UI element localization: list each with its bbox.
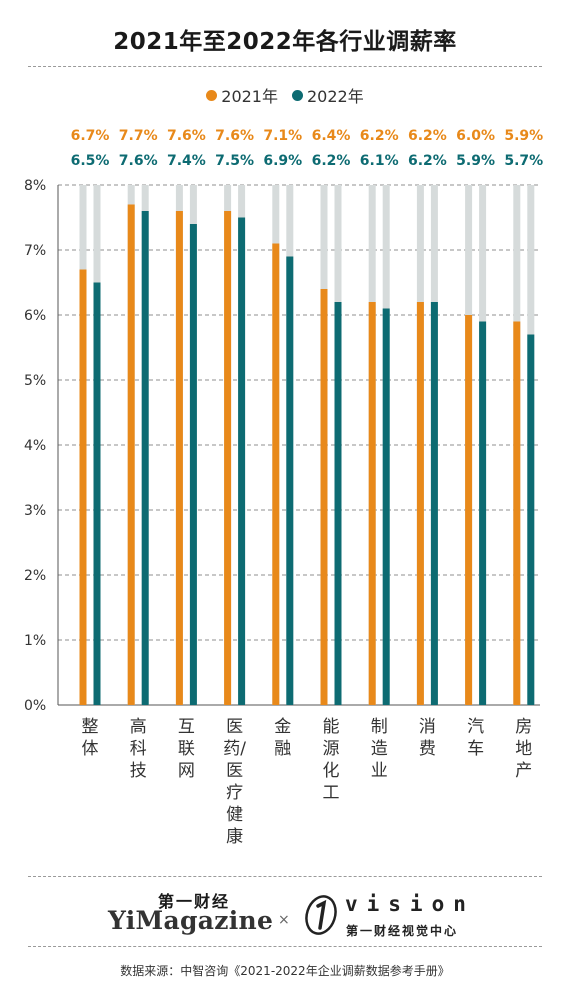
bar-2021 — [513, 321, 521, 705]
legend-item-2022: 2022年 — [292, 83, 364, 107]
data-label-2022: 7.4% — [167, 153, 206, 169]
legend-dot-2022 — [292, 89, 303, 101]
bar-2022 — [141, 211, 149, 705]
y-tick-label: 8% — [24, 178, 46, 194]
data-label-2022: 5.7% — [504, 153, 543, 169]
chart-title: 2021年至2022年各行业调薪率 — [113, 29, 457, 55]
bar-2021 — [465, 315, 473, 705]
bar-2022 — [93, 282, 101, 705]
bar-2022 — [286, 256, 294, 705]
y-tick-label: 2% — [24, 568, 46, 584]
y-tick-label: 4% — [24, 438, 46, 454]
bar-2022 — [430, 302, 438, 705]
divider-brand-top — [28, 876, 542, 877]
category-label: 高科技 — [129, 717, 147, 781]
y-tick-label: 6% — [24, 308, 46, 324]
category-label: 金融 — [274, 717, 292, 759]
bar-2021 — [79, 269, 87, 705]
legend: 2021年 2022年 — [0, 83, 570, 107]
vision-logo-subtitle: 第一财经视觉中心 — [346, 924, 459, 938]
data-label-2022: 7.6% — [119, 153, 158, 169]
bar-chart: 0% 1% 2% 3% 4% 5% 6% 7% 8% 6.7% 6.5% 7.7% 7.6% 7.6% 7.… — [24, 128, 543, 714]
data-label-2022: 6.5% — [71, 153, 110, 169]
category-label: 互联网 — [177, 717, 195, 781]
data-label-2021: 7.6% — [215, 128, 254, 144]
bar-2021 — [320, 289, 328, 705]
data-label-2022: 7.5% — [215, 153, 254, 169]
legend-dot-2021 — [206, 89, 218, 101]
y-tick-label: 5% — [24, 373, 46, 389]
y-tick-label: 3% — [24, 503, 46, 519]
yimagazine-logo: YiMagazine — [108, 906, 274, 935]
category-label: 医药/医疗健康 — [223, 717, 246, 847]
bar-2022 — [334, 302, 342, 705]
category-label: 消费 — [418, 717, 436, 759]
category-label: 制造业 — [370, 717, 388, 781]
y-tick-label: 7% — [24, 243, 46, 259]
bar-2022 — [527, 334, 535, 705]
bar-2021 — [127, 204, 135, 705]
data-label-2021: 6.4% — [312, 128, 351, 144]
vision-logo-text: vision — [345, 892, 475, 916]
brand-block: 第一财经 YiMagazine × vision 第一财经视觉中心 — [0, 860, 570, 940]
category-label: 房地产 — [515, 717, 533, 781]
data-label-2022: 6.9% — [263, 153, 302, 169]
bar-2022 — [479, 321, 487, 705]
bar-2021 — [368, 302, 376, 705]
legend-label-2021: 2021年 — [221, 87, 278, 106]
data-label-2022: 6.1% — [360, 153, 399, 169]
data-label-2022: 6.2% — [408, 153, 447, 169]
data-label-2022: 6.2% — [312, 153, 351, 169]
bar-2021 — [416, 302, 424, 705]
vision-logo-icon — [305, 895, 337, 935]
data-label-2021: 6.2% — [360, 128, 399, 144]
data-label-2021: 6.0% — [456, 128, 495, 144]
data-label-2021: 5.9% — [504, 128, 543, 144]
data-label-2022: 5.9% — [456, 153, 495, 169]
divider-top — [28, 66, 542, 67]
bar-2021 — [224, 211, 232, 705]
legend-label-2022: 2022年 — [307, 87, 364, 106]
data-label-2021: 7.1% — [263, 128, 302, 144]
legend-item-2021: 2021年 — [206, 83, 278, 107]
bar-2022 — [189, 224, 197, 705]
category-label: 能源化工 — [322, 717, 340, 803]
yicai-logo-text: 第一财经 — [158, 892, 231, 911]
y-tick-label: 0% — [24, 698, 46, 714]
bar-2021 — [272, 243, 280, 705]
bar-2022 — [382, 308, 390, 705]
divider-bottom — [28, 946, 542, 947]
data-source: 数据来源：中智咨询《2021-2022年企业调薪数据参考手册》 — [120, 964, 450, 978]
data-label-2021: 6.7% — [71, 128, 110, 144]
data-label-2021: 7.6% — [167, 128, 206, 144]
category-label: 整体 — [81, 717, 99, 759]
bar-2022 — [238, 217, 246, 705]
brand-separator: × — [278, 912, 290, 928]
data-label-2021: 6.2% — [408, 128, 447, 144]
data-label-2021: 7.7% — [119, 128, 158, 144]
bar-2021 — [175, 211, 183, 705]
category-label: 汽车 — [467, 717, 485, 759]
y-tick-label: 1% — [24, 633, 46, 649]
